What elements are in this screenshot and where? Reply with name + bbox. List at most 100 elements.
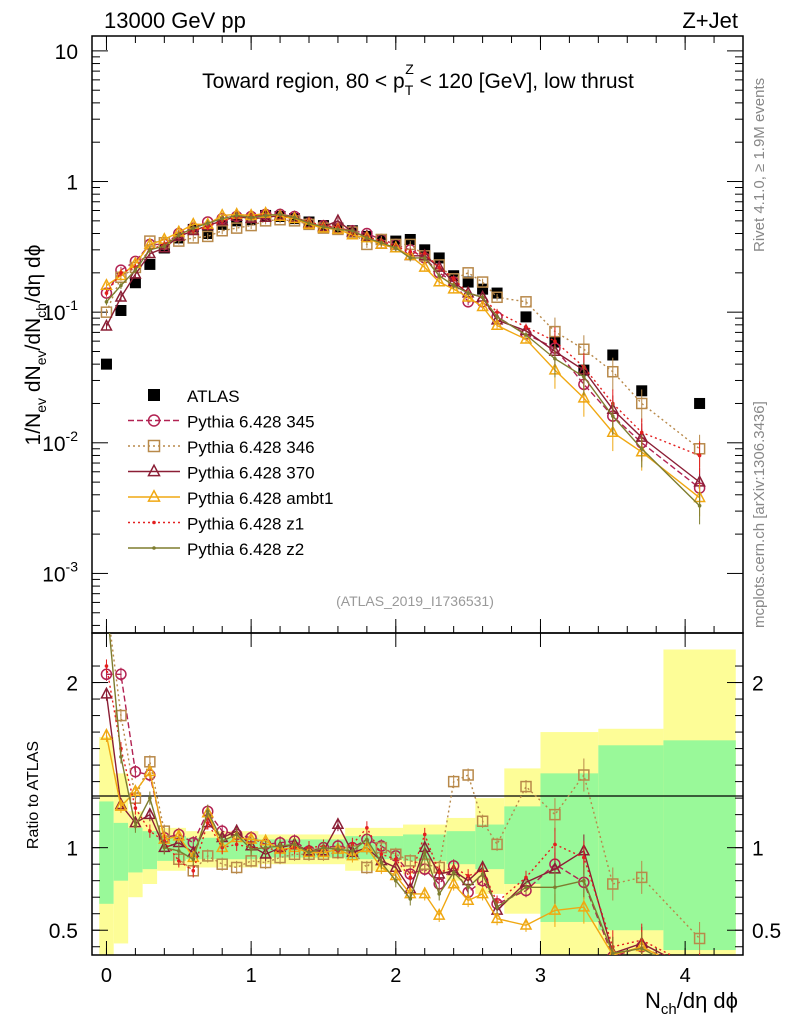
ratio-point-p345-2 xyxy=(129,765,142,778)
ratio-point-z2-14 xyxy=(307,850,311,855)
ratio-point-z2-31 xyxy=(611,951,615,955)
point-z2-31 xyxy=(611,414,615,418)
point-z2-4 xyxy=(162,244,167,248)
point-ambt1-31 xyxy=(606,425,620,437)
ratio-point-z2-17 xyxy=(350,849,355,853)
point-ATLAS-1 xyxy=(115,304,127,316)
point-z2-2 xyxy=(133,268,138,272)
point-ambt1-30 xyxy=(577,390,591,403)
ratio-point-ambt1-28 xyxy=(519,917,533,930)
mcplots-label: mcplots.cern.ch [arXiv:1306.3436] xyxy=(751,401,768,628)
point-ambt1-24 xyxy=(447,281,460,294)
point-z2-1 xyxy=(119,283,123,288)
legend-marker-p370 xyxy=(147,463,161,477)
point-z2-19 xyxy=(379,240,384,245)
panel-title-post: < 120 [GeV], low thrust xyxy=(414,70,634,93)
ratio-point-z2-26 xyxy=(480,872,485,876)
ratio-point-p346-29 xyxy=(549,808,561,821)
point-z2-10 xyxy=(249,215,253,220)
ratio-point-z2-0 xyxy=(105,598,109,602)
legend-label-z1: Pythia 6.428 z1 xyxy=(187,515,304,534)
rivet-version-label: Rivet 4.1.0, ≥ 1.9M events xyxy=(751,78,768,252)
point-ATLAS-25 xyxy=(462,276,474,288)
point-p346-31 xyxy=(607,365,619,378)
point-z2-9 xyxy=(234,213,239,218)
point-z2-23 xyxy=(437,273,442,278)
band-inner-14 xyxy=(663,740,736,951)
point-z2-20 xyxy=(394,246,398,250)
point-z1-22 xyxy=(422,251,427,256)
point-z2-30 xyxy=(582,375,586,379)
ratio-point-z1-7 xyxy=(205,821,210,825)
ratio-point-z1-6 xyxy=(191,868,196,873)
point-z2-22 xyxy=(422,256,427,260)
point-z1-29 xyxy=(553,339,557,343)
ratio-point-ambt1-33 xyxy=(695,971,705,981)
point-z2-7 xyxy=(205,221,210,225)
ratio-point-z2-7 xyxy=(205,809,210,814)
ratio-point-ambt1-22 xyxy=(418,886,431,899)
ratio-tick-label-right-1: 1 xyxy=(752,838,764,861)
point-z2-8 xyxy=(220,216,224,221)
ratio-point-z2-21 xyxy=(408,897,413,901)
point-ambt1-1 xyxy=(114,268,128,281)
point-z2-26 xyxy=(480,295,485,300)
point-ATLAS-2 xyxy=(129,277,141,289)
x-tick-label-1: 1 xyxy=(246,965,257,987)
ratio-point-z2-2 xyxy=(133,824,138,828)
point-z1-23 xyxy=(437,265,442,270)
ratio-point-z1-30 xyxy=(582,855,586,860)
ratio-point-z2-10 xyxy=(249,847,253,852)
ratio-point-ambt1-0 xyxy=(100,728,113,740)
point-p346-9 xyxy=(230,222,243,234)
band-inner-1 xyxy=(113,822,129,881)
ratio-point-ambt1-3 xyxy=(143,764,157,777)
ratio-point-z2-1 xyxy=(119,755,123,759)
ratio-point-z2-13 xyxy=(292,842,297,847)
ratio-point-ambt1-26 xyxy=(476,886,489,899)
ratio-point-z2-29 xyxy=(553,885,557,890)
point-z1-0 xyxy=(104,291,109,295)
ratio-point-p346-30 xyxy=(578,769,590,781)
point-ATLAS-31 xyxy=(607,349,619,361)
ratio-point-z2-8 xyxy=(220,839,224,843)
legend-label-p345: Pythia 6.428 345 xyxy=(187,413,315,432)
point-ATLAS-0 xyxy=(100,358,112,370)
y-tick-label-3: 1 xyxy=(66,172,78,195)
series-line-p346 xyxy=(105,219,701,450)
ratio-point-p370-16 xyxy=(331,817,345,830)
ratio-point-ambt1-5 xyxy=(172,828,186,841)
ratio-point-p346-0 xyxy=(101,595,111,605)
panel-title: Toward region, 80 < pTZ < 120 [GeV], low… xyxy=(202,61,634,98)
legend-marker-ATLAS xyxy=(148,389,160,401)
ratio-point-ambt1-2 xyxy=(129,784,142,797)
ratio-point-ambt1-18 xyxy=(360,840,374,853)
ratio-point-z2-19 xyxy=(379,860,384,865)
ratio-point-z2-11 xyxy=(263,845,268,850)
ratio-point-p346-33 xyxy=(693,932,706,945)
ratio-point-z1-2 xyxy=(133,806,138,810)
point-p370-23 xyxy=(432,260,446,272)
point-ATLAS-23 xyxy=(433,252,445,264)
ratio-point-z2-3 xyxy=(148,796,152,800)
ratio-point-ambt1-23 xyxy=(432,908,446,920)
y-tick-label-1: 10-2 xyxy=(42,428,78,456)
ratio-point-ambt1-25 xyxy=(461,893,475,906)
ratio-point-p346-18 xyxy=(361,861,373,874)
x-tick-label-2: 2 xyxy=(390,965,401,987)
point-ambt1-25 xyxy=(461,289,475,302)
legend-marker-p346 xyxy=(147,439,161,453)
point-z2-13 xyxy=(292,215,297,220)
point-z2-32 xyxy=(639,446,644,451)
ratio-point-z1-23 xyxy=(437,870,442,875)
ratio-point-z2-20 xyxy=(394,878,398,883)
x-tick-label-0: 0 xyxy=(101,965,112,987)
ratio-point-p346-32 xyxy=(635,871,648,884)
ratio-point-z2-33 xyxy=(698,978,702,982)
point-p370-1 xyxy=(114,289,128,302)
band-inner-0 xyxy=(99,801,114,904)
point-p346-25 xyxy=(462,267,474,279)
ratio-point-z1-18 xyxy=(365,826,369,830)
ratio-point-z1-5 xyxy=(177,859,181,863)
